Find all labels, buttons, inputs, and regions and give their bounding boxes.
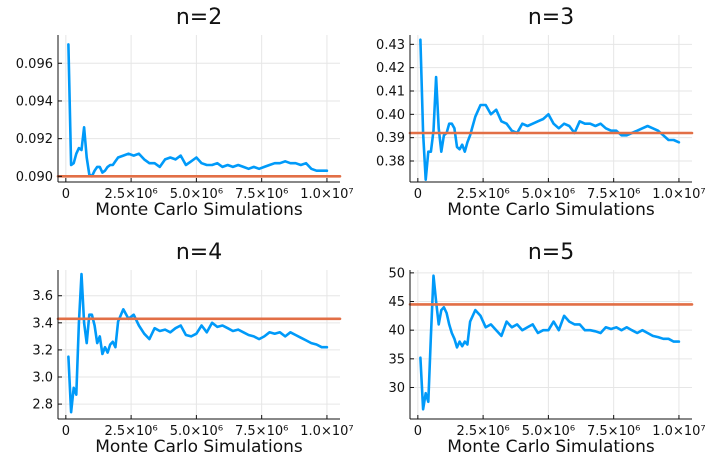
x-axis-label: Monte Carlo Simulations xyxy=(95,437,303,457)
y-tick-label: 2.8 xyxy=(32,398,53,413)
x-tick-label: 7.5×10⁶ xyxy=(235,424,288,439)
x-tick-label: 5.0×10⁶ xyxy=(522,424,575,439)
y-tick-label: 35 xyxy=(388,352,405,367)
y-tick-label: 50 xyxy=(388,266,405,281)
x-axis-label: Monte Carlo Simulations xyxy=(447,200,655,220)
x-tick-label: 1.0×10⁷ xyxy=(652,424,705,439)
x-axis-label: Monte Carlo Simulations xyxy=(95,200,303,220)
x-axis-label: Monte Carlo Simulations xyxy=(447,437,655,457)
x-tick-label: 7.5×10⁶ xyxy=(235,187,288,202)
subplot-2: 0.38 0.39 0.40 0.41 0.42 0.43 0 2.5×10⁶ 5.0×10⁶ 7… xyxy=(376,5,706,220)
x-tick-label: 0 xyxy=(62,424,70,439)
y-tick-label: 0.38 xyxy=(376,155,405,170)
subplot-1: 0.090 0.092 0.094 0.096 0 2.5×10⁶ 5.0×10⁶ 7.5×1… xyxy=(16,5,354,220)
y-tick-label: 3.2 xyxy=(32,343,53,358)
y-tick-label: 0.39 xyxy=(376,131,405,146)
x-tick-label: 2.5×10⁶ xyxy=(104,424,157,439)
x-tick-label: 2.5×10⁶ xyxy=(104,187,157,202)
subplot-title: n=4 xyxy=(176,240,222,265)
x-tick-label: 1.0×10⁷ xyxy=(652,187,705,202)
x-tick-label: 0 xyxy=(414,424,422,439)
subplot-4: 30 35 40 45 50 0 2.5×10⁶ 5.0×10⁶ 7.5×10⁶ 1.0×10⁷ n… xyxy=(388,240,705,457)
y-tick-label: 40 xyxy=(388,324,405,339)
x-tick-label: 2.5×10⁶ xyxy=(456,424,509,439)
x-tick-label: 5.0×10⁶ xyxy=(522,187,575,202)
subplot-title: n=2 xyxy=(176,5,222,30)
y-tick-label: 3.0 xyxy=(32,371,53,386)
x-tick-label: 7.5×10⁶ xyxy=(587,424,640,439)
y-tick-label: 0.092 xyxy=(16,132,53,147)
y-tick-label: 0.096 xyxy=(16,57,53,72)
y-tick-label: 3.6 xyxy=(32,289,53,304)
y-tick-label: 0.090 xyxy=(16,170,53,185)
x-tick-label: 1.0×10⁷ xyxy=(300,187,353,202)
x-tick-label: 1.0×10⁷ xyxy=(300,424,353,439)
x-tick-label: 2.5×10⁶ xyxy=(456,187,509,202)
simulation-series-line xyxy=(67,43,329,178)
y-tick-label: 0.40 xyxy=(376,108,405,123)
y-tick-label: 3.4 xyxy=(32,316,53,331)
y-tick-label: 0.42 xyxy=(376,61,405,76)
y-tick-label: 45 xyxy=(388,295,405,310)
subplot-title: n=5 xyxy=(528,240,574,265)
simulation-series-line xyxy=(419,274,681,411)
simulation-series-line xyxy=(67,272,329,414)
subplot-3: 2.8 3.0 3.2 3.4 3.6 0 2.5×10⁶ 5.0×10⁶ 7.5×10⁶ 1.0… xyxy=(32,240,353,457)
simulation-series-line xyxy=(419,38,681,181)
x-tick-label: 7.5×10⁶ xyxy=(587,187,640,202)
subplot-title: n=3 xyxy=(528,5,574,30)
y-tick-label: 30 xyxy=(388,381,405,396)
x-tick-label: 5.0×10⁶ xyxy=(170,187,223,202)
y-tick-label: 0.43 xyxy=(376,38,405,53)
x-tick-label: 0 xyxy=(414,187,422,202)
y-tick-label: 0.094 xyxy=(16,94,53,109)
x-tick-label: 5.0×10⁶ xyxy=(170,424,223,439)
y-tick-label: 0.41 xyxy=(376,85,405,100)
x-tick-label: 0 xyxy=(62,187,70,202)
